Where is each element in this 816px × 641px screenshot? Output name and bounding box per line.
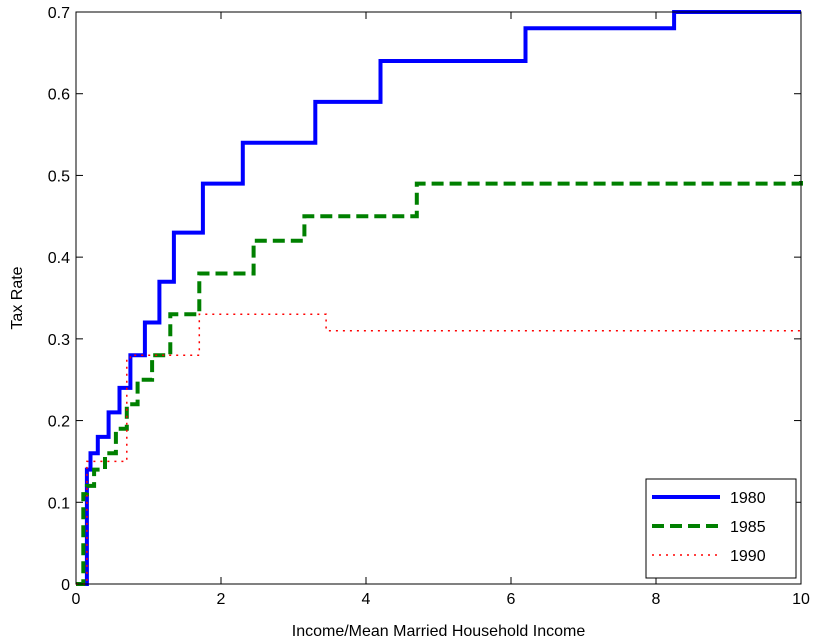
x-tick-label: 0	[72, 591, 81, 608]
y-tick-label: 0.2	[48, 414, 70, 431]
legend-items: 1980 1985 1990	[652, 490, 766, 565]
y-tick-label: 0.4	[48, 250, 70, 267]
series-line-1980	[76, 10, 801, 586]
x-tick-label: 10	[792, 591, 810, 608]
x-tick-label: 4	[362, 591, 371, 608]
legend-label-1990: 1990	[730, 548, 766, 565]
y-axis-title: Tax Rate	[9, 266, 26, 329]
x-tick-label: 6	[507, 591, 516, 608]
series-line-1990	[76, 313, 801, 585]
y-tick-label: 0.3	[48, 332, 70, 349]
x-tick-label: 2	[217, 591, 226, 608]
y-tick-label: 0.7	[48, 5, 70, 22]
plot-frame	[75, 11, 802, 585]
legend-box	[645, 478, 797, 579]
y-tick-label: 0	[61, 577, 70, 594]
series-layer	[76, 10, 803, 586]
tick-layer: 0 2 4 6 8 10 0 0.1 0.2 0.3 0.4 0.5 0.6 0.7	[48, 5, 810, 608]
series-line-1985	[76, 175, 803, 586]
y-tick-label: 0.1	[48, 495, 70, 512]
legend-label-1985: 1985	[730, 519, 766, 536]
legend: 1980 1985 1990	[645, 478, 797, 579]
y-tick-label: 0.5	[48, 168, 70, 185]
y-tick-label: 0.6	[48, 87, 70, 104]
x-tick-label: 8	[652, 591, 661, 608]
x-axis-title: Income/Mean Married Household Income	[292, 623, 586, 640]
legend-label-1980: 1980	[730, 490, 766, 507]
